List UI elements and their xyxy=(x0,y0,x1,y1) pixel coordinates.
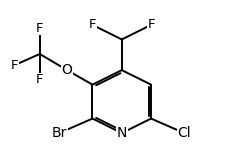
Text: Cl: Cl xyxy=(177,126,190,140)
Text: F: F xyxy=(11,59,18,72)
Text: N: N xyxy=(116,126,126,140)
Text: F: F xyxy=(88,18,96,31)
Text: F: F xyxy=(147,18,154,31)
Text: F: F xyxy=(36,22,43,35)
Text: Br: Br xyxy=(51,126,67,140)
Text: F: F xyxy=(36,73,43,86)
Text: O: O xyxy=(61,63,72,77)
